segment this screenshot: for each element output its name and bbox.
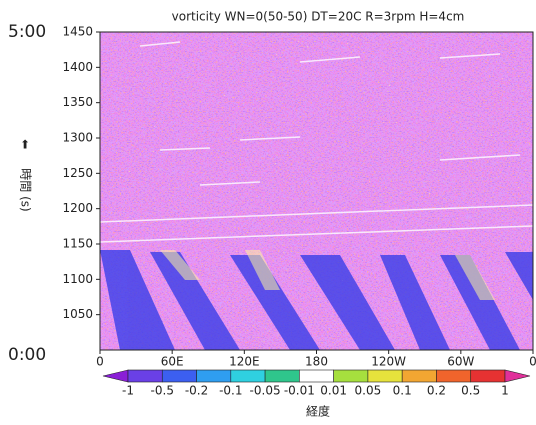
colorbar-label: -0.05 <box>250 384 281 398</box>
y-tick-label: 1400 <box>62 60 93 74</box>
y-tick-label: 1200 <box>62 201 93 215</box>
y-tick-label: 1300 <box>62 131 93 145</box>
colorbar-label: -0.2 <box>185 384 208 398</box>
arrow: ⬆ <box>20 138 30 152</box>
colorbar-label: 0.5 <box>461 384 480 398</box>
colorbar-label: -0.01 <box>284 384 315 398</box>
y-tick-label: 1350 <box>62 95 93 109</box>
colorbar-box <box>196 369 232 383</box>
x-tick-label: 60W <box>447 355 474 369</box>
x-tick-label: 60E <box>161 355 184 369</box>
y-bottom-label: 0:00 <box>8 345 46 365</box>
colorbar-label: 1 <box>501 384 509 398</box>
colorbar-box <box>161 369 197 383</box>
colorbar-label: 0.1 <box>393 384 412 398</box>
colorbar-label: -0.1 <box>219 384 242 398</box>
colorbar-box <box>230 369 266 383</box>
colorbar-box <box>367 369 403 383</box>
field <box>100 32 533 350</box>
x-tick-label: 0 <box>96 355 104 369</box>
y-tick-label: 1450 <box>62 25 93 39</box>
colorbar-label: 0.05 <box>355 384 382 398</box>
x-tick-label: 0 <box>529 355 536 369</box>
x-tick-label: 120W <box>371 355 406 369</box>
y-axis-label: 時間 (s) <box>19 168 33 211</box>
x-axis-label: 経度 <box>306 404 330 419</box>
colorbar-end <box>504 369 531 383</box>
colorbar-box <box>264 369 300 383</box>
y-tick-label: 1100 <box>62 272 93 286</box>
colorbar-box <box>333 369 369 383</box>
colorbar-label: 0.01 <box>320 384 347 398</box>
chart-title: vorticity WN=0(50-50) DT=20C R=3rpm H=4c… <box>172 10 465 24</box>
colorbar-end <box>102 369 129 383</box>
y-tick-label: 1050 <box>62 307 93 321</box>
colorbar-label: -1 <box>122 384 134 398</box>
colorbar-box <box>436 369 472 383</box>
y-tick-label: 1150 <box>62 237 93 251</box>
colorbar-label: 0.2 <box>427 384 446 398</box>
colorbar-box <box>470 369 506 383</box>
colorbar-box <box>401 369 437 383</box>
x-tick-label: 120E <box>229 355 260 369</box>
x-tick-label: 180 <box>305 355 328 369</box>
colorbar-box <box>299 369 334 383</box>
colorbar-label: -0.5 <box>151 384 174 398</box>
y-top-label: 5:00 <box>8 22 46 42</box>
y-tick-label: 1250 <box>62 166 93 180</box>
colorbar-box <box>127 369 163 383</box>
